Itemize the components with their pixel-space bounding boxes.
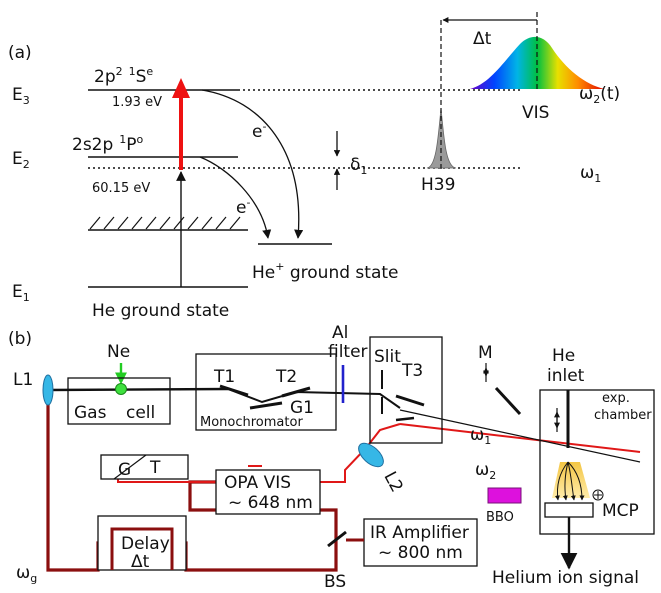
bbo-crystal	[487, 487, 522, 504]
panel-a: (a) E3 E2 E1 2p2 1Se 2s2p 1Po 1	[8, 12, 620, 321]
continuum-hatching	[89, 216, 241, 230]
monochromator-label: Monochromator	[200, 415, 303, 430]
helium-ion-signal-label: Helium ion signal	[492, 568, 639, 588]
experimental-chamber-box	[539, 389, 655, 535]
bs-label: BS	[324, 572, 346, 592]
energy-60-15-ev: 60.15 eV	[92, 181, 150, 196]
l1-label: L1	[13, 370, 33, 390]
xuv-beam-input	[47, 387, 229, 392]
grating-g1	[249, 401, 283, 410]
omega2-label: ω2(t)	[579, 84, 620, 106]
ir-label-1: IR Amplifier	[370, 523, 469, 543]
al-filter-label-2: filter	[328, 342, 368, 362]
gas-label: Gas	[74, 403, 107, 423]
panel-b-label: (b)	[8, 329, 32, 349]
toroidal-mirror-t1	[219, 384, 249, 397]
cell-label: cell	[126, 403, 155, 423]
he-label: He	[552, 346, 575, 366]
ion-trajectories	[554, 461, 585, 501]
monochromator-box	[195, 353, 337, 431]
xuv-beam-monochromator	[227, 388, 401, 409]
l2-label: L2	[379, 468, 406, 495]
g1-label: G1	[290, 398, 314, 418]
delta1-label: δ1	[350, 155, 367, 177]
holey-mirror	[395, 416, 415, 422]
autoionization-e3-arrow	[201, 89, 304, 239]
delay-beam-loop	[110, 527, 174, 570]
bbo-label: BBO	[486, 510, 514, 525]
omega2-b-label: ω2	[475, 460, 496, 482]
omega1-b-label: ω1	[470, 425, 491, 447]
t-label: T	[149, 458, 161, 478]
ne-label: Ne	[107, 342, 130, 362]
m-label: M	[478, 343, 493, 363]
al-filter-label-1: Al	[332, 323, 348, 343]
t1-label: T1	[213, 367, 235, 387]
label-e3: E3	[12, 85, 30, 107]
gt-divider	[113, 454, 147, 480]
lens-l2	[358, 442, 384, 468]
lens-l1	[42, 374, 54, 406]
electron-label-upper: e-	[252, 120, 266, 142]
xuv-beam-output	[399, 409, 641, 463]
h39-label: H39	[421, 175, 455, 195]
omega-g-label: ωg	[16, 563, 37, 585]
electron-label-lower: e-	[236, 196, 250, 218]
opa-label-2: ~ 648 nm	[228, 493, 313, 513]
he-ground-state: He ground state	[92, 301, 229, 321]
inlet-label: inlet	[547, 366, 585, 386]
vis-coupling-arrowhead	[172, 78, 190, 98]
mirror-m	[494, 386, 522, 416]
label-e1: E1	[12, 282, 30, 304]
slit-label: Slit	[374, 347, 401, 367]
slit-t3-box	[369, 336, 443, 444]
label-e2: E2	[12, 149, 30, 171]
gas-cell-box	[67, 377, 171, 425]
t3-label: T3	[401, 361, 423, 381]
he-plus-ground-state: He+ ground state	[252, 260, 399, 283]
delay-label-2: Δt	[131, 552, 150, 572]
vis-label: VIS	[522, 103, 549, 123]
toroidal-mirror-t2	[281, 386, 311, 398]
ir-label-2: ~ 800 nm	[378, 543, 463, 563]
opa-label-1: OPA VIS	[224, 473, 291, 493]
energy-1-93-ev: 1.93 eV	[112, 95, 162, 110]
delay-label-1: Delay	[121, 534, 170, 554]
state-2p2-1se: 2p2 1Se	[94, 65, 153, 87]
autoionization-e2-arrow	[199, 156, 272, 239]
toroidal-mirror-t3	[395, 394, 425, 407]
repeller-plate	[592, 489, 604, 501]
ir-amplifier-box	[363, 518, 478, 567]
delta-t-label: Δt	[473, 29, 492, 49]
mcp-label: MCP	[602, 501, 639, 521]
opa-vis-box	[215, 469, 321, 515]
panel-a-label: (a)	[8, 43, 32, 63]
omega1-label: ω1	[580, 163, 601, 185]
panel-b: (b) L1 Ne Gas cell T1 T2	[8, 323, 655, 592]
gt-box	[100, 454, 189, 480]
t2-label: T2	[275, 367, 297, 387]
exp-label: exp.	[602, 391, 630, 406]
mcp-detector	[544, 502, 594, 518]
chamber-label: chamber	[594, 408, 652, 423]
beam-splitter	[327, 530, 347, 548]
gas-cell-jet	[115, 383, 127, 395]
g-label: G	[118, 460, 131, 480]
state-2s2p-1po: 2s2p 1Po	[72, 133, 144, 155]
